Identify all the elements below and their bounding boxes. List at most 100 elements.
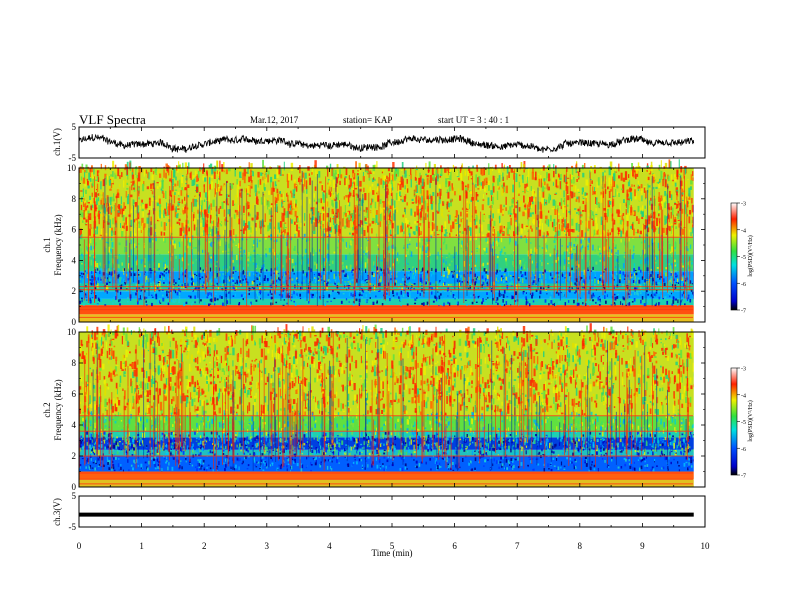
spectrogram-cell [592, 214, 595, 222]
spectrogram-cell [341, 236, 344, 242]
spectrogram-cell [588, 237, 591, 243]
spectrogram-cell [648, 208, 651, 212]
spectrogram-cell [468, 230, 470, 236]
spectrogram-cell [167, 276, 169, 280]
spectrogram-cell [130, 208, 133, 213]
spectrogram-cell [113, 296, 115, 300]
spectrogram-cell [198, 186, 202, 191]
spectrogram-cell [379, 282, 381, 287]
spectrogram-cell [129, 297, 132, 301]
spectrogram-cell [539, 190, 541, 197]
spectrogram-cell [562, 270, 564, 274]
spectrogram-cell [628, 302, 631, 306]
spectrogram-cell [317, 277, 320, 280]
spectrogram-cell [274, 174, 277, 179]
spectrogram-cell [192, 270, 194, 277]
spectrogram-cell [646, 170, 648, 172]
spectrogram-cell [186, 209, 189, 214]
spectrogram-cell [89, 169, 91, 177]
spectrogram-cell [556, 185, 559, 189]
spectrogram-cell [305, 180, 308, 190]
spectrogram-cell [110, 196, 113, 202]
spectrogram-cell [593, 234, 595, 239]
spectrogram-cell [432, 192, 435, 196]
spectrogram-cell [290, 219, 293, 224]
spectrogram-cell [401, 199, 404, 203]
spectrogram-cell [518, 277, 520, 279]
spectrogram-cell [167, 274, 170, 278]
spectrogram-cell [458, 282, 461, 288]
spectrogram-cell [350, 287, 353, 291]
spectrogram-cell [286, 173, 290, 182]
spectrogram-cell [562, 204, 565, 213]
spectrogram-cell [160, 188, 163, 191]
spectrogram-cell [477, 199, 479, 202]
spectrogram-cell [126, 196, 130, 205]
spectrogram-cell [376, 186, 380, 191]
spectrogram-cell [126, 187, 129, 190]
spectrogram-cell [91, 227, 93, 229]
spectrogram-cell [209, 257, 212, 261]
spectrogram-cell [138, 214, 140, 218]
spectrogram-cell [283, 208, 286, 216]
spectrogram-cell [349, 244, 351, 249]
spectrogram-cell [318, 171, 321, 178]
spectrogram-cell [341, 270, 343, 273]
spectrogram-cell [547, 219, 550, 227]
spectrogram-cell [288, 173, 290, 181]
spectrogram-cell [451, 260, 453, 263]
spectrogram-cell [566, 282, 568, 284]
spectrogram-cell [215, 194, 217, 198]
spectrogram-cell [331, 190, 334, 200]
spectrogram-cell [594, 278, 596, 283]
spectrogram-cell [89, 195, 91, 201]
spectrogram-cell [499, 229, 502, 234]
spectrogram-cell [581, 245, 584, 248]
spectrogram-cell [670, 272, 672, 276]
spectrogram-cell [623, 248, 625, 253]
spectrogram-cell [516, 284, 518, 291]
spectrogram-cell [388, 211, 391, 220]
spectrogram-cell [410, 208, 413, 216]
spectrogram-cell [192, 281, 194, 283]
spectrogram-cell [130, 181, 132, 183]
spectrogram-cell [525, 225, 529, 227]
spectrogram-cell [165, 211, 167, 216]
spectrogram-cell [125, 225, 128, 231]
spectrogram-cell [498, 186, 500, 190]
spectrogram-cell [478, 295, 480, 297]
spectrogram-cell [79, 282, 82, 285]
spectrogram-cell [256, 211, 259, 219]
spectrogram-cell [582, 286, 584, 289]
spectrogram-cell [338, 212, 340, 219]
spectrogram-cell [442, 182, 444, 189]
spectrogram-cell [346, 178, 349, 184]
spectrogram-cell [283, 276, 285, 278]
spectrogram-cell [112, 218, 114, 225]
spectrogram-cell [657, 181, 660, 184]
spectrogram-cell [619, 220, 621, 225]
spectrogram-cell [659, 178, 661, 183]
spectrogram-cell [247, 186, 250, 194]
spectrogram-cell [329, 292, 332, 295]
spectrogram-cell [368, 274, 371, 277]
spectrogram-cell [426, 203, 429, 212]
spectrogram-cell [410, 173, 412, 181]
spectrogram-cell [678, 173, 681, 175]
spectrogram-cell [253, 287, 255, 290]
spectrogram-cell [481, 224, 483, 232]
spectrogram-cell [211, 282, 213, 285]
spectrogram-cell [491, 196, 494, 204]
spectrogram-cell [524, 183, 527, 189]
spectrogram-cell [218, 208, 220, 214]
spectrogram-cell [452, 276, 455, 278]
spectrogram-cell [577, 208, 580, 212]
spectrogram-cell [105, 241, 108, 243]
spectrogram-cell [394, 210, 397, 214]
spectrogram-cell [444, 168, 447, 173]
spectrogram-cell [106, 175, 109, 180]
spectrogram-cell [492, 233, 495, 236]
spectrogram-cell [437, 173, 439, 182]
spectrogram-cell [680, 300, 682, 303]
spectrogram-cell [218, 188, 221, 196]
